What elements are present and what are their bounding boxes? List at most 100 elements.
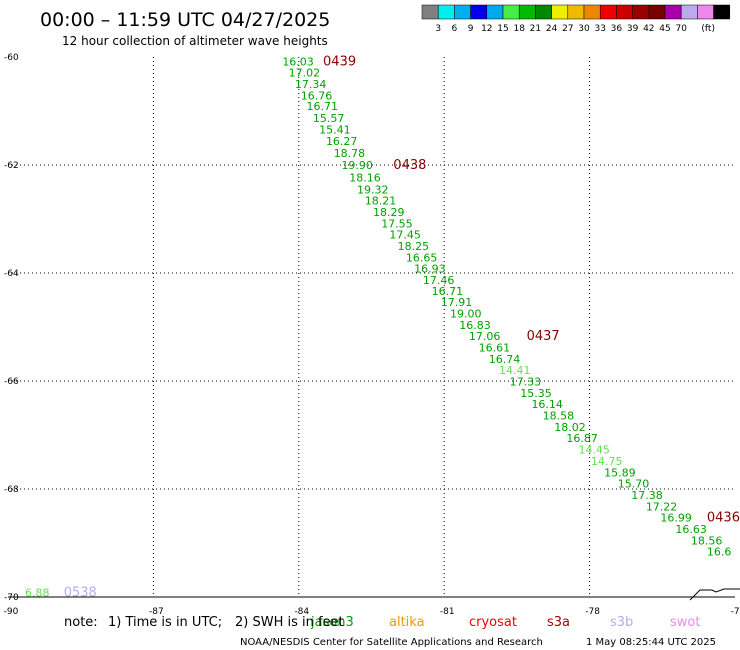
legend-entry-altika: altika <box>389 615 425 630</box>
wave-height-label: 17.34 <box>295 78 327 91</box>
chart-subtitle: 12 hour collection of altimeter wave hei… <box>62 34 328 48</box>
colorbar-label: 42 <box>643 24 654 34</box>
wave-height-label: 17.33 <box>510 376 542 389</box>
colorbar-label: 30 <box>578 24 590 34</box>
pass-time-label: 0538 <box>64 586 97 601</box>
wave-height-label: 17.06 <box>469 330 501 343</box>
colorbar-swatch <box>454 4 471 20</box>
wave-height-label: 16.27 <box>326 135 358 148</box>
wave-height-label: 18.56 <box>691 534 723 547</box>
wave-height-label: 15.35 <box>520 387 552 400</box>
wave-height-label: 16.6 <box>707 546 732 559</box>
wave-height-label: 16.63 <box>675 523 707 536</box>
coastline <box>689 588 740 601</box>
wave-height-label: 17.38 <box>631 489 663 502</box>
wave-height-label: 18.78 <box>334 147 366 160</box>
wave-height-label: 19.90 <box>341 159 373 172</box>
wave-height-label: 15.89 <box>604 466 636 479</box>
wave-height-label: 16.93 <box>414 263 446 276</box>
wave-height-label: 18.21 <box>365 195 397 208</box>
wave-height-label: 17.02 <box>289 67 321 80</box>
colorbar-swatch <box>648 4 666 20</box>
colorbar-swatch <box>599 4 617 20</box>
colorbar-swatch <box>583 4 601 20</box>
wave-height-label: 17.46 <box>423 274 455 287</box>
x-tick-label: -81 <box>440 607 455 617</box>
wave-height-marks: 16.0317.0217.3416.7616.7115.5715.4116.27… <box>25 54 740 600</box>
colorbar-label: 3 <box>435 24 441 34</box>
colorbar-label: 9 <box>468 24 474 34</box>
wave-height-label: 16.83 <box>459 319 491 332</box>
colorbar-swatch <box>486 4 504 20</box>
wave-height-label: 16.99 <box>660 512 692 525</box>
wave-height-label: 18.16 <box>349 171 381 184</box>
note-text-2: 2) SWH is in feet <box>235 615 344 630</box>
x-tick-label: -75 <box>731 607 740 617</box>
y-tick-label: -62 <box>4 161 19 171</box>
x-tick-label: -87 <box>149 607 164 617</box>
wave-height-label: 16.14 <box>531 398 563 411</box>
wave-height-label: 16.03 <box>282 55 314 68</box>
legend-entry-swot: swot <box>670 615 700 630</box>
wave-height-label: 17.45 <box>389 229 421 242</box>
colorbar-swatch <box>502 4 520 20</box>
y-tick-label: -66 <box>4 377 19 387</box>
colorbar-legend: 3 6 9 12 15 18 21 24 27 30 33 36 39 42 45 70 (ft) <box>421 4 731 34</box>
colorbar-swatch <box>551 4 569 20</box>
axis-ticks: -90 -87 -84 -81 -78 -75 -60 -62 -64 -66 -68 -70 <box>4 53 740 617</box>
colorbar-swatch <box>697 4 714 20</box>
wave-height-label: 18.29 <box>373 206 405 219</box>
satellite-legend: jason3 altika cryosat s3a s3b swot <box>310 615 700 630</box>
colorbar-label: 18 <box>513 24 525 34</box>
colorbar-swatch <box>535 4 552 20</box>
wave-height-label: 15.70 <box>618 478 650 491</box>
wave-height-label: 17.55 <box>381 217 413 230</box>
colorbar-unit: (ft) <box>701 24 715 34</box>
x-tick-label: -78 <box>585 607 600 617</box>
note-prefix: note: <box>64 615 98 630</box>
wave-height-label: 18.02 <box>554 421 586 434</box>
colorbar-swatch <box>632 4 650 20</box>
wave-height-label: 6.88 <box>25 587 50 600</box>
colorbar-label: 70 <box>675 24 687 34</box>
colorbar-label: 6 <box>452 24 458 34</box>
wave-height-label: 16.61 <box>479 342 511 355</box>
timestamp-text: 1 May 08:25:44 UTC 2025 <box>586 637 716 648</box>
y-tick-label: -64 <box>4 269 19 279</box>
colorbar-swatch <box>616 4 633 20</box>
wave-height-label: 14.75 <box>591 455 623 468</box>
wave-height-label: 15.41 <box>319 123 351 136</box>
colorbar-swatch <box>421 4 439 20</box>
colorbar-swatch <box>567 4 585 20</box>
wave-height-label: 16.71 <box>307 100 339 113</box>
wave-height-label: 16.74 <box>489 353 520 366</box>
x-tick-label: -84 <box>294 607 309 617</box>
y-tick-label: -60 <box>4 53 19 63</box>
wave-height-label: 17.91 <box>441 296 473 309</box>
legend-entry-s3a: s3a <box>547 615 570 630</box>
wave-height-label: 14.45 <box>578 444 610 457</box>
colorbar-swatch <box>713 4 731 20</box>
y-tick-label: -70 <box>4 593 19 603</box>
colorbar-label: 15 <box>497 24 508 34</box>
wave-height-label: 18.58 <box>543 410 575 423</box>
pass-time-label: 0437 <box>527 329 560 344</box>
pass-time-label: 0438 <box>393 158 426 173</box>
pass-time-label: 0439 <box>323 54 356 69</box>
plot-grid <box>8 57 735 598</box>
note-text-1: 1) Time is in UTC; <box>108 615 222 630</box>
wave-height-label: 18.25 <box>398 240 430 253</box>
credit-text: NOAA/NESDIS Center for Satellite Applica… <box>240 637 543 648</box>
wave-height-label: 17.22 <box>646 500 678 513</box>
x-tick-label: -90 <box>4 607 19 617</box>
pass-time-label: 0436 <box>707 511 740 526</box>
legend-entry-jason3: jason3 <box>310 615 354 630</box>
colorbar-label: 24 <box>546 24 558 34</box>
wave-height-label: 16.76 <box>301 89 333 102</box>
colorbar-swatch <box>680 4 698 20</box>
colorbar-swatch <box>518 4 536 20</box>
colorbar-label: 36 <box>611 24 623 34</box>
chart-title: 00:00 – 11:59 UTC 04/27/2025 <box>40 9 330 31</box>
wave-height-label: 19.00 <box>450 308 482 321</box>
